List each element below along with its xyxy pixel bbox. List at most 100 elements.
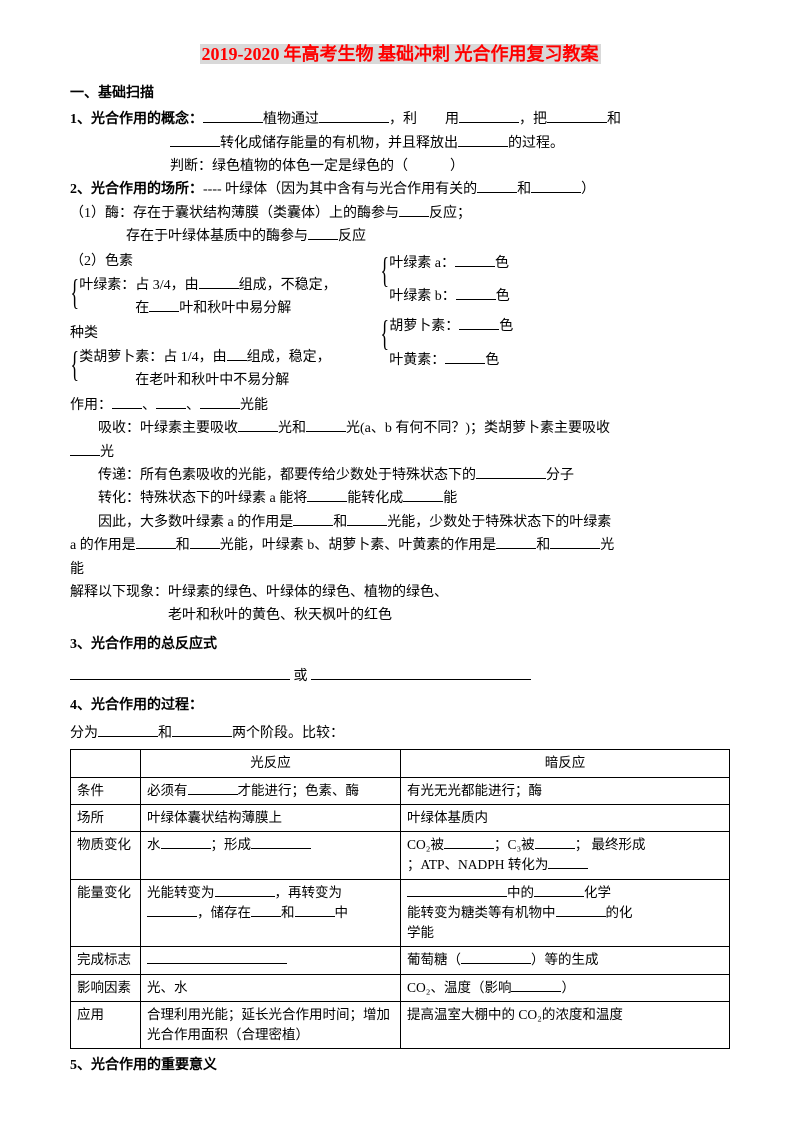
blank[interactable] — [147, 963, 287, 964]
section-1-head: 一、基础扫描 — [70, 83, 730, 105]
blank[interactable] — [215, 896, 275, 897]
blank[interactable] — [112, 408, 142, 409]
concept-line1: 1、光合作用的概念：植物通过，利 用，把和 — [70, 109, 730, 131]
blank[interactable] — [459, 122, 519, 123]
blank[interactable] — [161, 848, 211, 849]
pigment-block: （2）色素 { 叶绿素：占 3/4，由组成，不稳定， 在叶和秋叶中易分解 种类 … — [70, 250, 730, 394]
blank[interactable] — [156, 408, 186, 409]
blank[interactable] — [170, 146, 220, 147]
blank[interactable] — [511, 991, 561, 992]
blank[interactable] — [227, 360, 247, 361]
blank[interactable] — [319, 122, 389, 123]
cell: CO₂、温度（影响） — [401, 974, 730, 1001]
blank[interactable] — [200, 408, 240, 409]
point-4-label: 4、光合作用的过程： — [70, 695, 730, 717]
cell: 光、水 — [141, 974, 401, 1001]
thus-2: a 的作用是和光能，叶绿素 b、胡萝卜素、叶黄素的作用是和光 — [70, 535, 730, 557]
blank[interactable] — [535, 848, 575, 849]
blank[interactable] — [547, 122, 607, 123]
blank[interactable] — [548, 868, 588, 869]
cell: 叶绿体囊状结构薄膜上 — [141, 804, 401, 831]
doc-title: 2019-2020年高考生物 基础冲刺 光合作用复习教案 — [70, 40, 730, 69]
car-b: 叶黄素：色 — [389, 350, 513, 372]
kind-label: 种类 — [70, 323, 380, 345]
cell: 中的化学能转变为糖类等有机物中的化学能 — [401, 879, 730, 947]
place-line: 2、光合作用的场所：---- 叶绿体（因为其中含有与光合作用有关的和） — [70, 179, 730, 201]
cell: 物质变化 — [71, 832, 141, 880]
blank[interactable] — [556, 916, 606, 917]
blank[interactable] — [399, 216, 429, 217]
table-row: 完成标志 葡萄糖（）等的生成 — [71, 947, 730, 974]
explain-1: 解释以下现象：叶绿素的绿色、叶绿体的绿色、植物的绿色、 — [70, 582, 730, 604]
blank[interactable] — [445, 363, 485, 364]
th-blank — [71, 750, 141, 777]
chl-line: 叶绿素：占 3/4，由组成，不稳定， — [79, 275, 336, 297]
cell: 有光无光都能进行；酶 — [401, 777, 730, 804]
brace-icon: { — [380, 315, 389, 351]
cell: 条件 — [71, 777, 141, 804]
blank[interactable] — [147, 916, 197, 917]
blank[interactable] — [476, 478, 546, 479]
comparison-table: 光反应 暗反应 条件 必须有才能进行；色素、酶 有光无光都能进行；酶 场所 叶绿… — [70, 749, 730, 1049]
blank[interactable] — [456, 299, 496, 300]
concept-line2: 转化成储存能量的有机物，并且释放出的过程。 — [70, 133, 730, 155]
blank[interactable] — [70, 455, 100, 456]
cell: 影响因素 — [71, 974, 141, 1001]
blank[interactable] — [188, 794, 238, 795]
cell: 合理利用光能；延长光合作用时间；增加光合作用面积（合理密植） — [141, 1001, 401, 1049]
blank[interactable] — [251, 916, 281, 917]
blank[interactable] — [149, 311, 179, 312]
blank[interactable] — [550, 548, 600, 549]
blank[interactable] — [458, 146, 508, 147]
blank[interactable] — [203, 122, 263, 123]
blank[interactable] — [70, 679, 290, 680]
blank[interactable] — [293, 525, 333, 526]
table-row: 场所 叶绿体囊状结构薄膜上 叶绿体基质内 — [71, 804, 730, 831]
blank[interactable] — [307, 501, 347, 502]
thus-end: 能 — [70, 559, 730, 581]
blank[interactable] — [136, 548, 176, 549]
brace-icon: { — [70, 346, 79, 382]
blank[interactable] — [531, 192, 581, 193]
car-in: 在老叶和秋叶中不易分解 — [79, 370, 330, 392]
thus-1: 因此，大多数叶绿素 a 的作用是和光能，少数处于特殊状态下的叶绿素 — [70, 512, 730, 534]
blank[interactable] — [534, 896, 584, 897]
brace-icon: { — [70, 274, 79, 310]
blank[interactable] — [238, 431, 278, 432]
blank[interactable] — [461, 963, 531, 964]
point-2-label: 2、光合作用的场所： — [70, 182, 203, 197]
blank[interactable] — [444, 848, 494, 849]
chl-in: 在叶和秋叶中易分解 — [79, 298, 336, 320]
blank[interactable] — [199, 288, 239, 289]
blank[interactable] — [190, 548, 220, 549]
enzyme-1: （1）酶：存在于囊状结构薄膜（类囊体）上的酶参与反应； — [70, 203, 730, 225]
blank[interactable] — [306, 431, 346, 432]
blank[interactable] — [407, 896, 507, 897]
chl-a: 叶绿素 a：色 — [389, 253, 510, 275]
absorb-line: 吸收：叶绿素主要吸收光和光(a、b 有何不同？)；类胡萝卜素主要吸收 — [70, 418, 730, 440]
cell — [141, 947, 401, 974]
blank[interactable] — [455, 266, 495, 267]
concept-line3: 判断：绿色植物的体色一定是绿色的（ ） — [70, 156, 730, 178]
table-row: 影响因素 光、水 CO₂、温度（影响） — [71, 974, 730, 1001]
cell: 提高温室大棚中的 CO₂的浓度和温度 — [401, 1001, 730, 1049]
brace-icon: { — [380, 252, 389, 288]
blank[interactable] — [98, 736, 158, 737]
blank[interactable] — [347, 525, 387, 526]
explain-2: 老叶和秋叶的黄色、秋天枫叶的红色 — [70, 605, 730, 627]
blank[interactable] — [496, 548, 536, 549]
blank[interactable] — [477, 192, 517, 193]
blank[interactable] — [172, 736, 232, 737]
blank[interactable] — [295, 916, 335, 917]
car-a: 胡萝卜素：色 — [389, 316, 513, 338]
trans-line: 传递：所有色素吸收的光能，都要传给少数处于特殊状态下的分子 — [70, 465, 730, 487]
blank[interactable] — [308, 239, 338, 240]
cell: 水；形成 — [141, 832, 401, 880]
blank[interactable] — [311, 679, 531, 680]
enzyme-2: 存在于叶绿体基质中的酶参与反应 — [70, 226, 730, 248]
blank[interactable] — [251, 848, 311, 849]
blank[interactable] — [403, 501, 443, 502]
process-intro: 分为和两个阶段。比较： — [70, 723, 730, 745]
th-dark: 暗反应 — [401, 750, 730, 777]
blank[interactable] — [459, 329, 499, 330]
